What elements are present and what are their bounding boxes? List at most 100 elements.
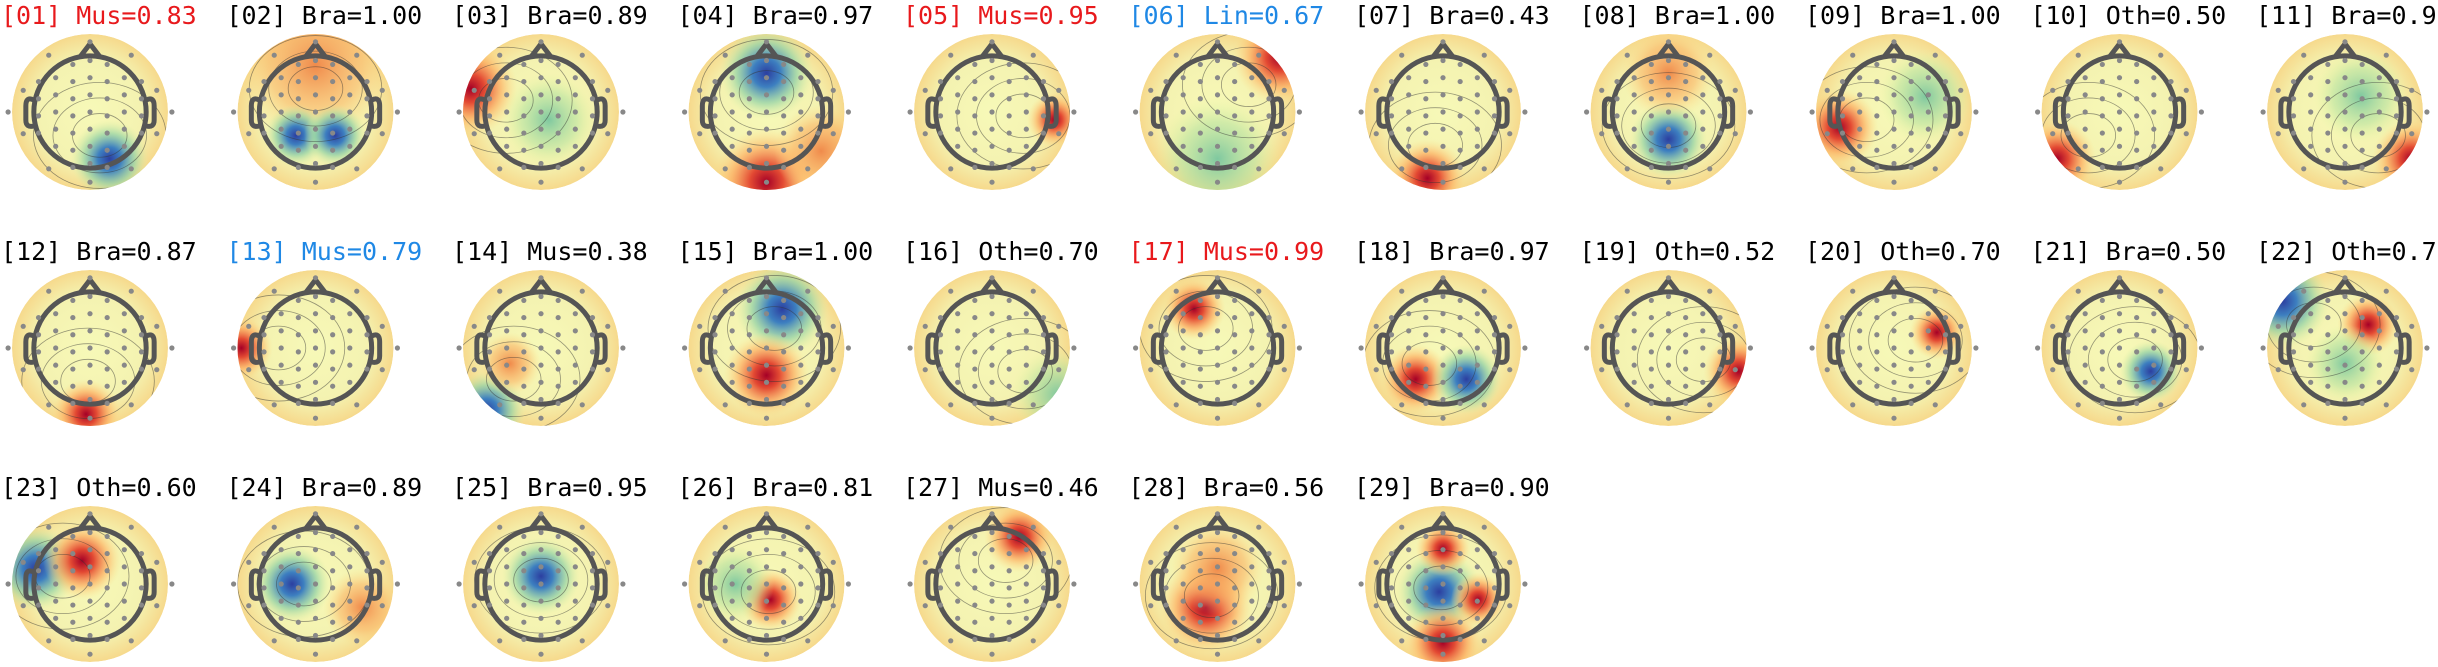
electrode — [70, 568, 76, 574]
electrode — [53, 547, 59, 553]
electrode — [2134, 383, 2140, 389]
electrode — [538, 57, 544, 64]
electrode — [504, 598, 510, 604]
electrode — [1406, 598, 1412, 604]
electrode — [2099, 366, 2105, 372]
electrode — [121, 615, 127, 621]
electrode — [1440, 632, 1446, 639]
component-title: [26] Bra=0.81 — [678, 473, 874, 502]
electrode — [1648, 366, 1654, 372]
electrode — [972, 349, 978, 355]
electrode — [2325, 78, 2331, 85]
electrode — [1281, 323, 1287, 329]
electrode — [1457, 147, 1463, 153]
electrode — [1474, 379, 1480, 385]
electrode — [2082, 92, 2088, 98]
electrode — [138, 602, 145, 608]
electrode — [347, 75, 353, 81]
electrode — [1423, 314, 1429, 321]
electrode — [2134, 147, 2140, 153]
electrode — [1197, 61, 1203, 68]
electrode — [1683, 113, 1689, 119]
electrode — [104, 164, 110, 170]
ear — [2052, 332, 2065, 365]
ear — [2052, 96, 2065, 129]
electrode — [989, 109, 995, 115]
electrode — [2393, 113, 2400, 119]
contour — [52, 97, 147, 174]
electrode — [989, 362, 995, 368]
electrode — [1507, 87, 1513, 93]
electrode — [121, 564, 127, 570]
electrode — [1197, 619, 1203, 625]
electrode — [70, 147, 76, 153]
electrode — [1440, 529, 1446, 536]
electrode — [2151, 362, 2157, 368]
electrode — [1732, 131, 1738, 137]
electrode — [2099, 61, 2105, 68]
electrode — [805, 638, 811, 644]
electrode — [697, 131, 703, 137]
electrode — [87, 126, 93, 132]
electrode — [2376, 75, 2382, 81]
electrode — [830, 323, 836, 329]
electrode — [1040, 602, 1047, 608]
electrode — [53, 379, 59, 385]
electrode — [2050, 131, 2056, 137]
electrode — [1839, 113, 1846, 119]
electrode — [1399, 52, 1405, 58]
electrode — [1249, 615, 1255, 621]
electrode — [394, 345, 400, 351]
head-outline — [2060, 53, 2179, 171]
electrode — [722, 638, 728, 644]
electrode — [972, 533, 978, 540]
electrode — [1891, 362, 1897, 368]
electrode — [2099, 297, 2105, 304]
electrode — [538, 564, 544, 570]
electrode — [2134, 78, 2140, 85]
electrode — [972, 332, 978, 338]
electrode — [1214, 179, 1221, 185]
electrode — [295, 78, 301, 85]
electrode — [1281, 559, 1287, 565]
contour — [2041, 97, 2136, 174]
electrode — [1232, 366, 1238, 372]
electrode — [1491, 78, 1498, 85]
contour — [1178, 306, 1234, 351]
electrode — [2342, 126, 2348, 132]
electrode — [781, 332, 787, 338]
electrode — [2099, 383, 2105, 389]
electrode — [2035, 109, 2041, 115]
electrode — [330, 297, 336, 304]
electrode — [1457, 383, 1463, 389]
electrode — [2376, 109, 2382, 115]
electrode — [815, 314, 821, 321]
electrode — [278, 581, 284, 587]
electrode — [2383, 52, 2389, 58]
electrode — [312, 547, 319, 553]
electrode — [87, 598, 93, 604]
electrode — [798, 75, 804, 81]
electrode — [2290, 113, 2297, 119]
electrode — [1071, 109, 1077, 115]
electrode — [538, 275, 544, 281]
electrode — [497, 524, 503, 530]
electrode — [907, 109, 913, 115]
electrode — [2290, 349, 2297, 355]
electrode — [1006, 585, 1012, 591]
electrode — [1474, 328, 1480, 334]
electrode — [1683, 383, 1689, 389]
electrode — [246, 559, 252, 565]
electrode — [1214, 581, 1221, 587]
electrode — [763, 143, 770, 149]
electrode — [53, 109, 59, 115]
electrode — [2275, 367, 2281, 373]
electrode — [1197, 314, 1203, 321]
electrode — [2065, 113, 2071, 119]
electrode — [2342, 92, 2348, 98]
electrode — [948, 288, 954, 294]
electrode — [763, 396, 770, 403]
electrode — [1908, 78, 1914, 85]
electrode — [1891, 126, 1897, 132]
electrode — [1457, 366, 1463, 372]
